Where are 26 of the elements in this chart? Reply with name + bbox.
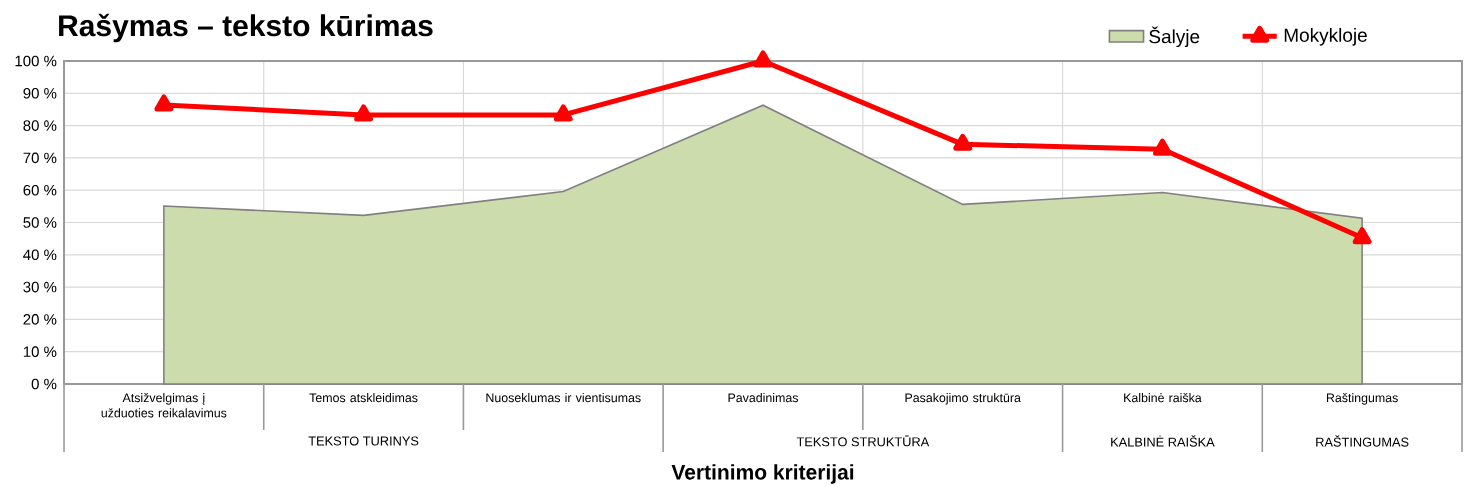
legend-label: Mokykloje — [1284, 27, 1367, 46]
y-tick-label: 0 % — [31, 378, 57, 390]
x-tick-label: Pasakojimo struktūra — [905, 393, 1021, 405]
y-tick-label: 30 % — [23, 281, 57, 293]
y-tick-label: 60 % — [23, 184, 57, 196]
x-tick-label: Kalbinė raiška — [1124, 393, 1202, 403]
text: TEKSTO TURINYS — [308, 436, 419, 446]
chart-title: Rašymas – teksto kūrimas — [59, 13, 433, 43]
x-tick-label: Temos atskleidimas — [309, 393, 418, 403]
text: TEKSTO STRUKTŪRA — [796, 435, 930, 447]
y-tick-label: 40 % — [23, 249, 57, 261]
y-tick-label: 90 % — [23, 87, 57, 99]
legend-label: Šalyje — [1149, 26, 1200, 48]
text: KALBINĖ RAIŠKA — [1111, 435, 1215, 447]
y-tick-label: 80 % — [23, 120, 57, 131]
x-tick-label: Raštingumas — [1326, 393, 1398, 405]
y-tick-label: 10 % — [23, 346, 57, 358]
y-tick-label: 20 % — [23, 314, 57, 325]
y-tick-label: 100 % — [15, 55, 57, 67]
y-tick-label: 50 % — [23, 217, 57, 228]
text: RAŠTINGUMAS — [1316, 435, 1409, 447]
x-tick-label: Atsižvelgimas į užduoties reikalavimus — [101, 393, 227, 418]
x-tick-label: Nuoseklumas ir vientisumas — [486, 393, 641, 403]
x-tick-label: Pavadinimas — [728, 393, 799, 403]
y-tick-label: 70 % — [23, 152, 57, 164]
x-axis-title: Vertinimo kriterijai — [671, 464, 854, 484]
